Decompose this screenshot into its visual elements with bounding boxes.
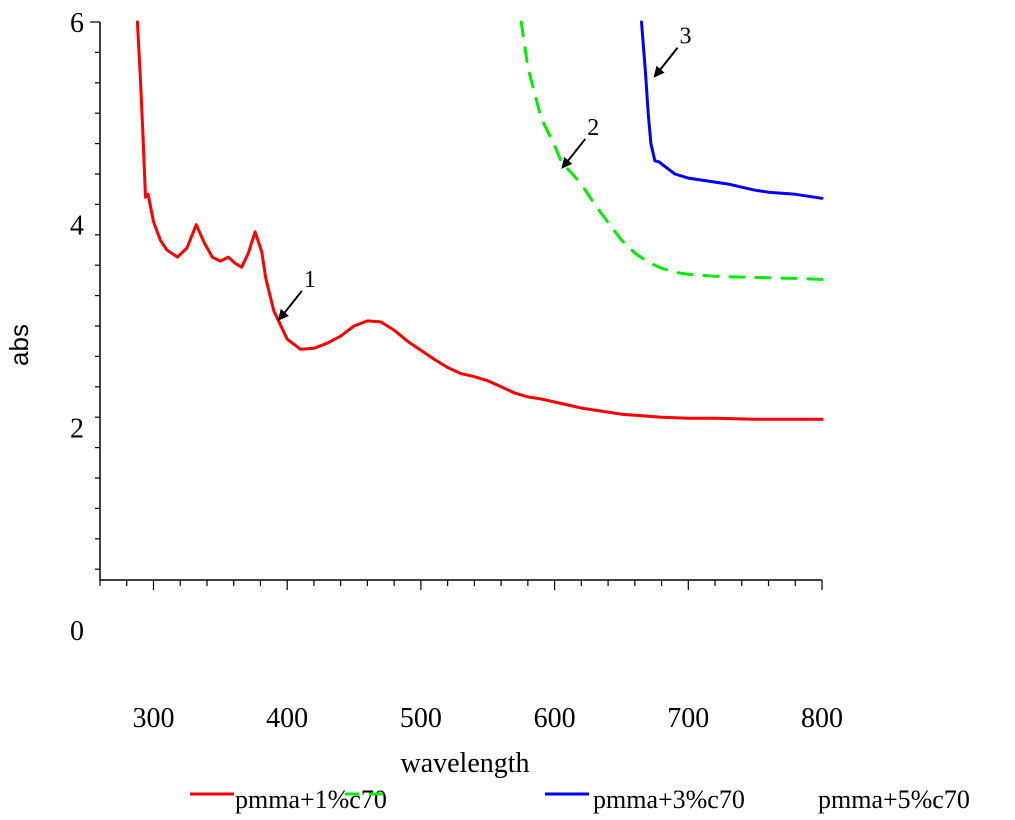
annotation-arrowhead	[561, 156, 573, 169]
annotation-label: 2	[587, 115, 599, 141]
annotation-arrow	[565, 138, 587, 164]
x-tick-label: 300	[132, 703, 174, 734]
annotation-arrowhead	[277, 308, 289, 321]
legend: pmma+1%c70 pmma+3%c70 pmma+5%c70	[190, 785, 970, 814]
legend-label-2: pmma+3%c70	[593, 785, 745, 814]
ticks: 0 2 4 6 300 400 500 600 700 800	[70, 8, 843, 734]
annotation-label: 3	[680, 24, 692, 50]
series-layer	[135, 20, 824, 421]
annotations-layer: 1 2 3	[277, 24, 692, 321]
annotation-arrow	[657, 47, 679, 73]
y-tick-label: 4	[70, 211, 84, 242]
axes	[99, 22, 822, 581]
y-tick-label: 2	[70, 413, 84, 444]
legend-label-1: pmma+1%c70	[235, 785, 387, 814]
annotation-label: 1	[304, 267, 316, 293]
series-line-1	[135, 20, 824, 421]
y-tick-label: 0	[70, 616, 84, 647]
x-tick-label: 700	[667, 703, 709, 734]
x-tick-label: 400	[266, 703, 308, 734]
y-tick-label: 6	[70, 8, 84, 39]
legend-label-3: pmma+5%c70	[818, 785, 970, 814]
series-line-3	[640, 20, 824, 200]
annotation-arrow	[282, 290, 303, 316]
x-axis-label: wavelength	[400, 748, 529, 779]
x-tick-label: 600	[534, 703, 576, 734]
series-line-2	[519, 20, 824, 281]
y-axis-label: abs	[4, 324, 34, 366]
x-tick-label: 800	[801, 703, 843, 734]
x-tick-label: 500	[400, 703, 442, 734]
annotation-arrowhead	[653, 65, 665, 78]
